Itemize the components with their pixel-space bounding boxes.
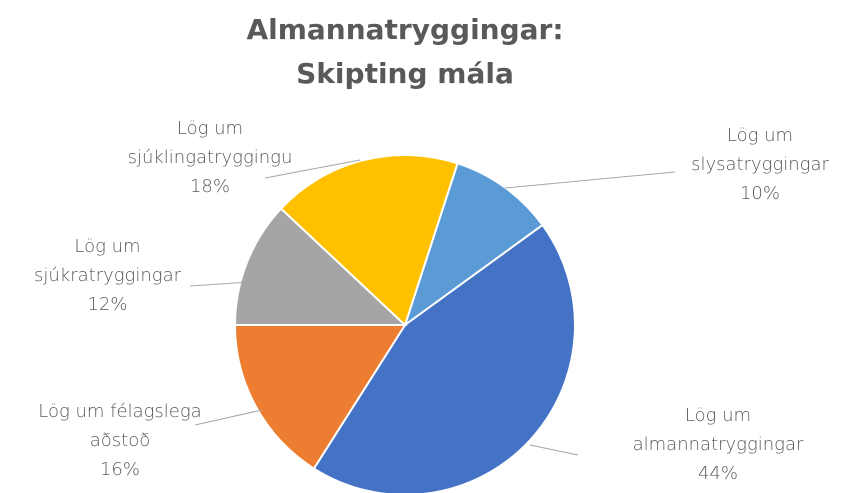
data-label: Lög um sjúklingatryggingu 18% xyxy=(125,114,295,201)
category-label: Lög um almannatryggingar xyxy=(632,405,804,455)
percent-label: 44% xyxy=(697,463,738,484)
percent-label: 10% xyxy=(739,183,780,204)
pie-slice xyxy=(312,223,576,493)
percent-label: 12% xyxy=(87,294,128,315)
percent-label: 16% xyxy=(99,459,140,480)
chart-title: Almannatryggingar: Skipting mála xyxy=(246,13,564,90)
percent-label: 18% xyxy=(189,176,230,197)
category-label: Lög um sjúkratryggingar xyxy=(34,236,181,286)
data-label: Lög um félagslega aðstoð 16% xyxy=(10,397,230,484)
leader-line xyxy=(264,159,361,179)
data-label: Lög um sjúkratryggingar 12% xyxy=(20,232,195,319)
data-label: Lög um slysatryggingar 10% xyxy=(685,121,835,208)
category-label: Lög um félagslega aðstoð xyxy=(38,401,202,451)
category-label: Lög um sjúklingatryggingu xyxy=(127,118,293,168)
pie-slice xyxy=(279,154,459,327)
leader-line xyxy=(189,281,251,287)
pie-slice xyxy=(403,162,544,328)
leader-line xyxy=(194,409,263,426)
pie-slice xyxy=(233,207,408,326)
category-label: Lög um slysatryggingar xyxy=(691,125,829,175)
leader-line xyxy=(529,444,579,456)
data-label: Lög um almannatryggingar 44% xyxy=(608,401,828,488)
pie-slice xyxy=(233,324,407,470)
leader-line xyxy=(504,171,676,189)
